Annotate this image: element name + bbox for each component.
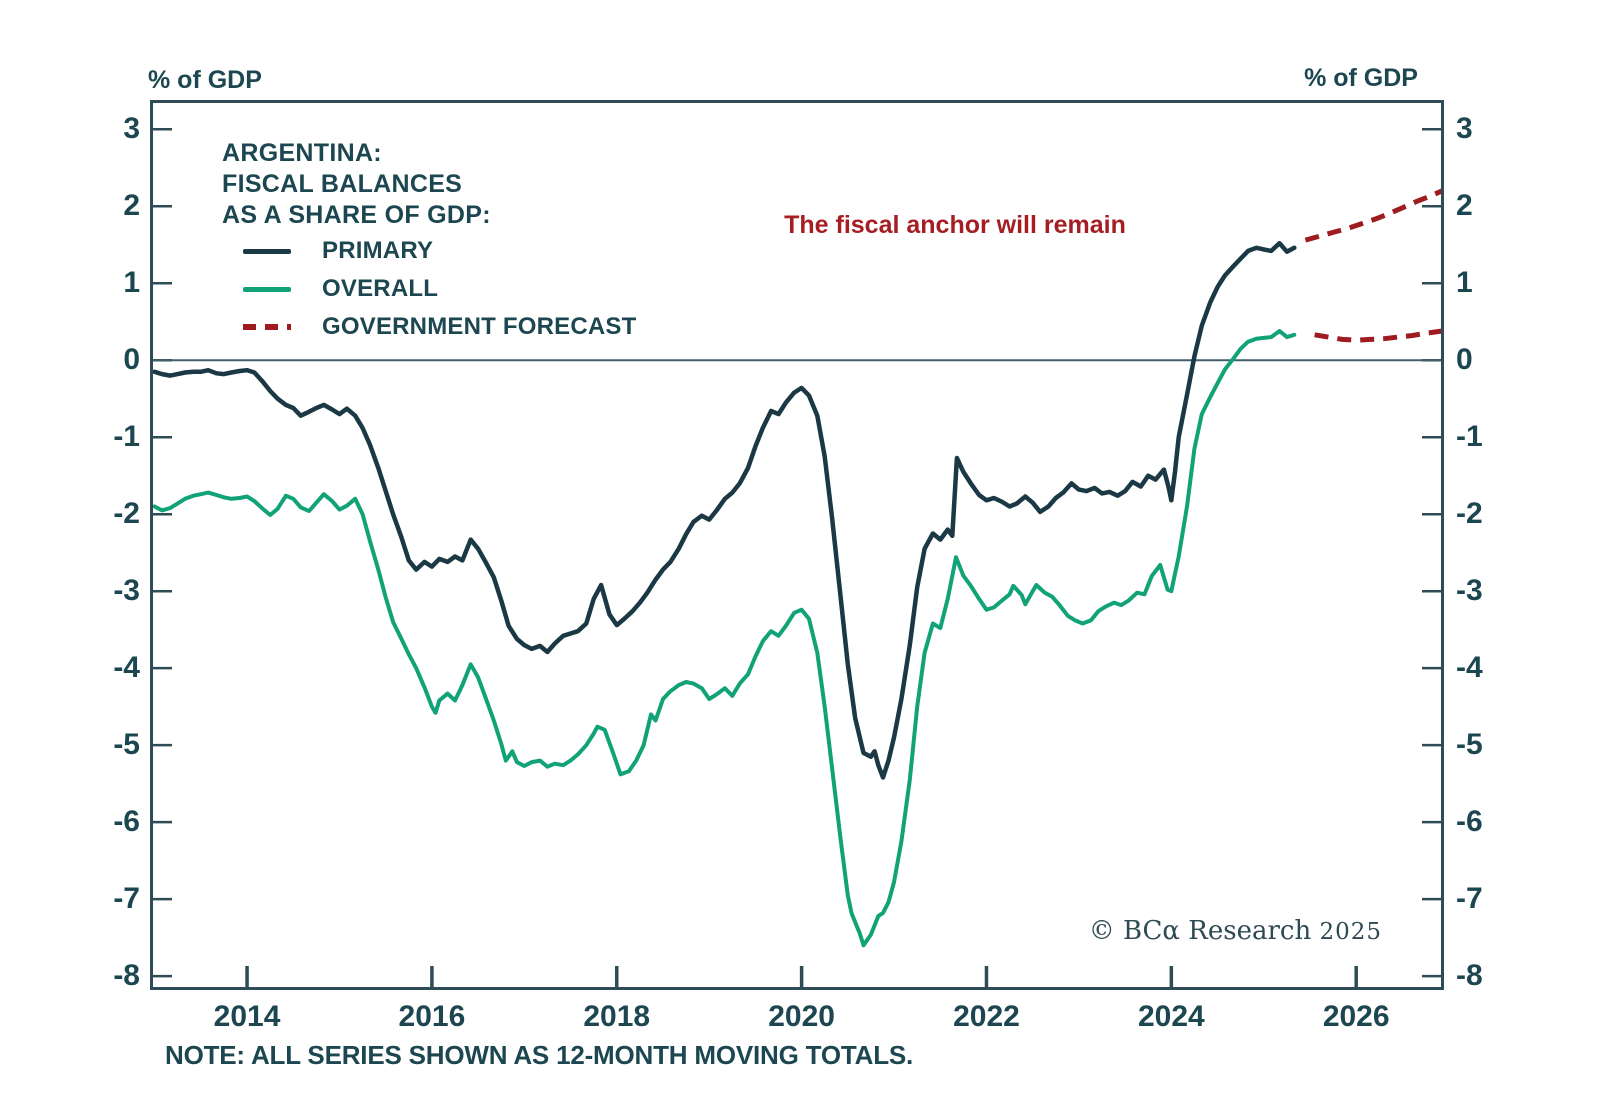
primary-line-swatch — [243, 248, 291, 254]
y-tick-label-right: -3 — [1456, 574, 1483, 608]
y-tick-label-right: -2 — [1456, 497, 1483, 531]
y-tick-label-left: 1 — [123, 266, 140, 300]
copyright-year: 2025 — [1319, 919, 1382, 945]
legend: PRIMARY OVERALL GOVERNMENT FORECAST — [243, 232, 636, 346]
legend-item-primary: PRIMARY — [243, 232, 636, 270]
chart-title-line3: AS A SHARE OF GDP: — [222, 201, 491, 229]
legend-label-overall: OVERALL — [322, 275, 439, 302]
y-tick-label-left: -2 — [113, 497, 140, 531]
y-tick-label-right: 2 — [1456, 189, 1473, 223]
primary-forecast-line — [1304, 188, 1444, 243]
chart-title: ARGENTINA: FISCAL BALANCES AS A SHARE OF… — [222, 138, 491, 231]
chart-svg — [150, 100, 1444, 990]
x-tick-label: 2022 — [953, 1000, 1020, 1033]
y-tick-label-left: -4 — [113, 651, 140, 685]
overall-line-swatch — [243, 286, 291, 292]
chart-title-line1: ARGENTINA: — [222, 139, 382, 167]
y-tick-label-left: -1 — [113, 420, 140, 454]
annotation-text: The fiscal anchor will remain — [784, 211, 1126, 239]
x-tick-label: 2020 — [768, 1000, 835, 1033]
y-tick-label-left: -5 — [113, 728, 140, 762]
y-tick-label-right: 3 — [1456, 112, 1473, 146]
y-tick-label-left: 3 — [123, 112, 140, 146]
x-tick-label: 2024 — [1137, 1000, 1205, 1033]
left-axis-unit-label: % of GDP — [148, 66, 262, 94]
y-tick-label-left: -8 — [113, 959, 140, 993]
copyright-text: © BCα Research — [1088, 916, 1320, 946]
y-tick-label-right: -4 — [1456, 651, 1483, 685]
overall-line — [152, 329, 1297, 948]
y-tick-label-right: 1 — [1456, 266, 1473, 300]
x-tick-label: 2016 — [398, 1000, 466, 1033]
x-tick-label: 2018 — [583, 1000, 651, 1033]
x-tick-label: 2026 — [1322, 1000, 1390, 1033]
y-tick-label-right: 0 — [1456, 343, 1473, 377]
y-tick-label-left: 2 — [123, 189, 140, 223]
legend-label-primary: PRIMARY — [322, 237, 434, 264]
y-tick-label-right: -8 — [1456, 959, 1483, 993]
copyright: © BCα Research 2025 — [1080, 916, 1382, 946]
y-tick-label-right: -1 — [1456, 420, 1483, 454]
plot-area — [150, 100, 1444, 990]
right-axis-unit-label: % of GDP — [1304, 64, 1418, 92]
y-tick-label-left: -6 — [113, 805, 140, 839]
footnote: NOTE: ALL SERIES SHOWN AS 12-MONTH MOVIN… — [165, 1040, 914, 1070]
legend-item-forecast: GOVERNMENT FORECAST — [243, 308, 636, 346]
y-tick-label-right: -6 — [1456, 805, 1483, 839]
chart-title-line2: FISCAL BALANCES — [222, 170, 463, 198]
forecast-dash-swatch — [243, 324, 291, 330]
y-tick-label-left: -3 — [113, 574, 140, 608]
y-tick-label-right: -5 — [1456, 728, 1483, 762]
overall-forecast-line — [1314, 328, 1443, 343]
plot-border — [150, 100, 1444, 990]
legend-label-forecast: GOVERNMENT FORECAST — [322, 313, 637, 340]
legend-item-overall: OVERALL — [243, 270, 636, 308]
primary-line — [152, 240, 1297, 780]
y-tick-label-left: 0 — [123, 343, 140, 377]
y-tick-label-left: -7 — [113, 882, 140, 916]
y-tick-label-right: -7 — [1456, 882, 1483, 916]
x-tick-label: 2014 — [213, 1000, 281, 1033]
